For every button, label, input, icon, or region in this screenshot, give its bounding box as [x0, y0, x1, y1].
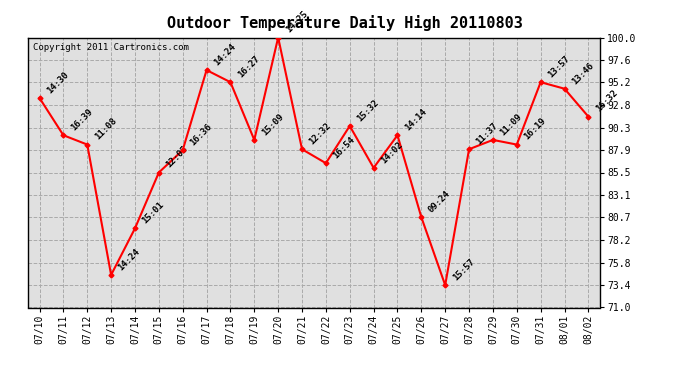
- Text: Outdoor Temperature Daily High 20110803: Outdoor Temperature Daily High 20110803: [167, 15, 523, 31]
- Text: 11:37: 11:37: [475, 121, 500, 147]
- Text: 16:27: 16:27: [236, 54, 262, 80]
- Text: 16:19: 16:19: [522, 116, 548, 142]
- Text: 16:54: 16:54: [331, 135, 357, 160]
- Text: 14:25: 14:25: [284, 9, 309, 35]
- Text: 13:46: 13:46: [570, 60, 595, 86]
- Text: 12:32: 12:32: [308, 121, 333, 147]
- Text: 14:30: 14:30: [45, 70, 70, 95]
- Text: 16:36: 16:36: [188, 122, 214, 147]
- Text: 14:14: 14:14: [403, 107, 428, 132]
- Text: 11:09: 11:09: [498, 112, 524, 137]
- Text: 09:24: 09:24: [427, 189, 452, 214]
- Text: 12:05: 12:05: [164, 144, 190, 170]
- Text: Copyright 2011 Cartronics.com: Copyright 2011 Cartronics.com: [33, 43, 189, 52]
- Text: 11:08: 11:08: [93, 116, 118, 142]
- Text: 16:39: 16:39: [69, 107, 95, 132]
- Text: 15:32: 15:32: [355, 98, 381, 123]
- Text: 14:02: 14:02: [380, 140, 404, 165]
- Text: 14:24: 14:24: [212, 42, 237, 67]
- Text: 15:57: 15:57: [451, 257, 476, 282]
- Text: 13:57: 13:57: [546, 54, 571, 80]
- Text: 14:24: 14:24: [117, 247, 142, 272]
- Text: 15:09: 15:09: [260, 112, 285, 137]
- Text: 16:32: 16:32: [594, 88, 620, 114]
- Text: 15:01: 15:01: [141, 200, 166, 226]
